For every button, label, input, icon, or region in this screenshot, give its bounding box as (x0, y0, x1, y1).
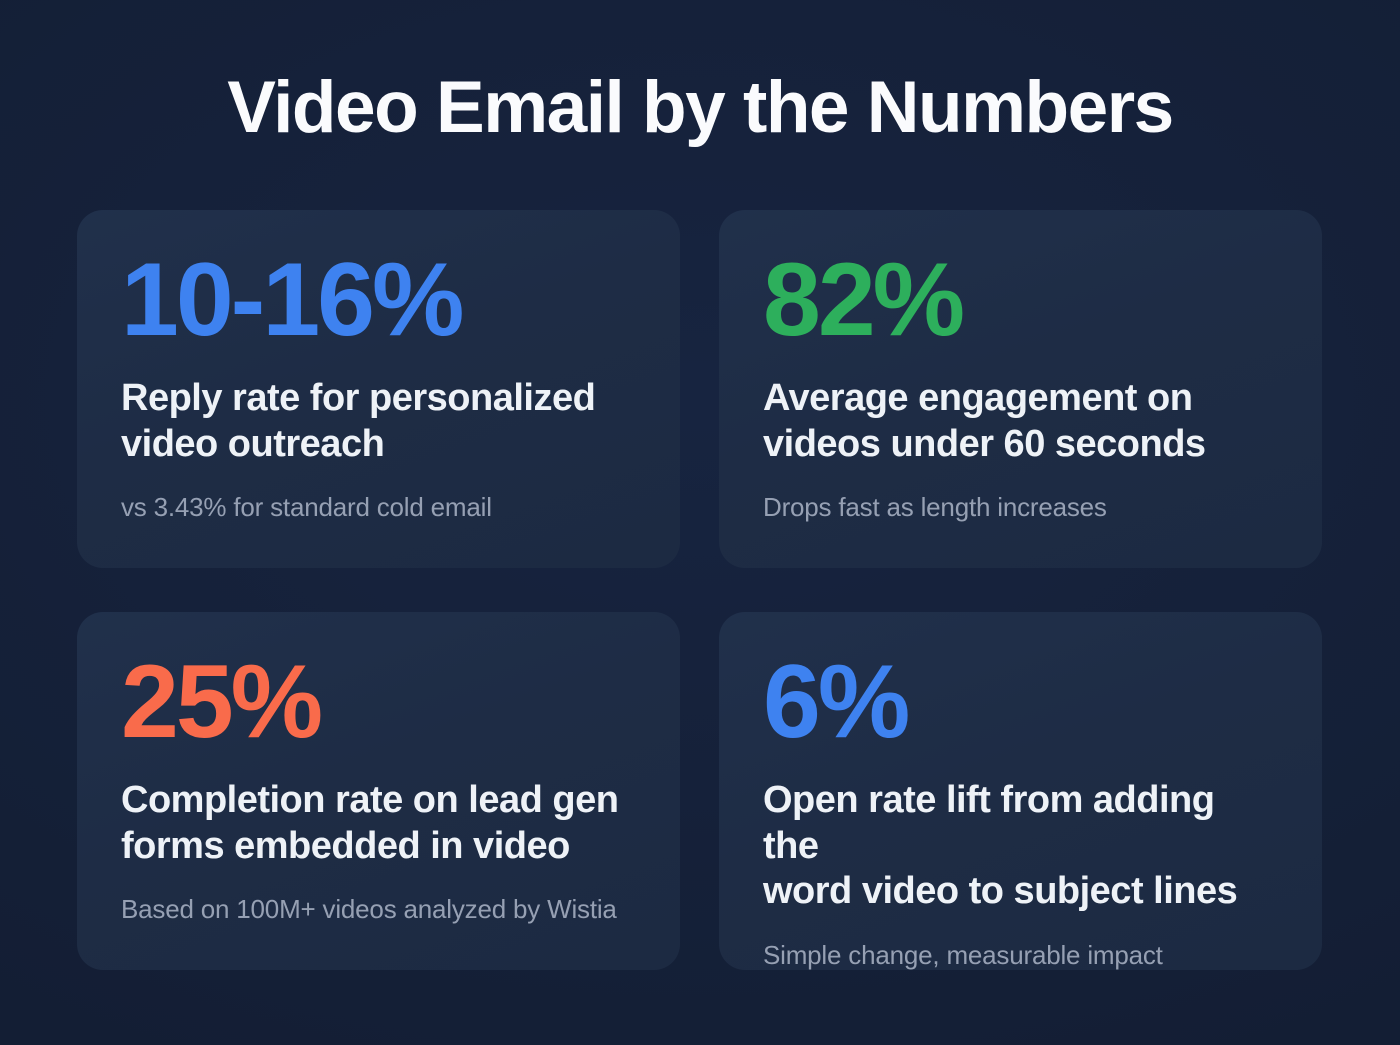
stat-value: 10-16% (121, 242, 464, 358)
stat-note: Based on 100M+ videos analyzed by Wistia (121, 894, 617, 925)
stat-value: 25% (121, 644, 323, 760)
stat-note: vs 3.43% for standard cold email (121, 492, 492, 523)
page-title: Video Email by the Numbers (227, 67, 1174, 148)
stat-label: Average engagement on videos under 60 se… (763, 377, 1206, 465)
stats-grid: 10-16% Reply rate for personalized video… (77, 210, 1322, 970)
stat-value: 82% (763, 242, 965, 358)
stat-label: Reply rate for personalized video outrea… (121, 377, 596, 465)
stat-note: Simple change, measurable impact (763, 939, 1163, 970)
stat-card-open-rate: 6% Open rate lift from adding the word v… (719, 612, 1322, 970)
stat-label: Open rate lift from adding the word vide… (763, 779, 1238, 913)
stat-value: 6% (763, 644, 910, 760)
stat-card-completion: 25% Completion rate on lead gen forms em… (77, 612, 680, 970)
stat-note: Drops fast as length increases (763, 492, 1107, 523)
stat-label: Completion rate on lead gen forms embedd… (121, 779, 619, 867)
stat-card-reply-rate: 10-16% Reply rate for personalized video… (77, 210, 680, 568)
stat-card-engagement: 82% Average engagement on videos under 6… (719, 210, 1322, 568)
